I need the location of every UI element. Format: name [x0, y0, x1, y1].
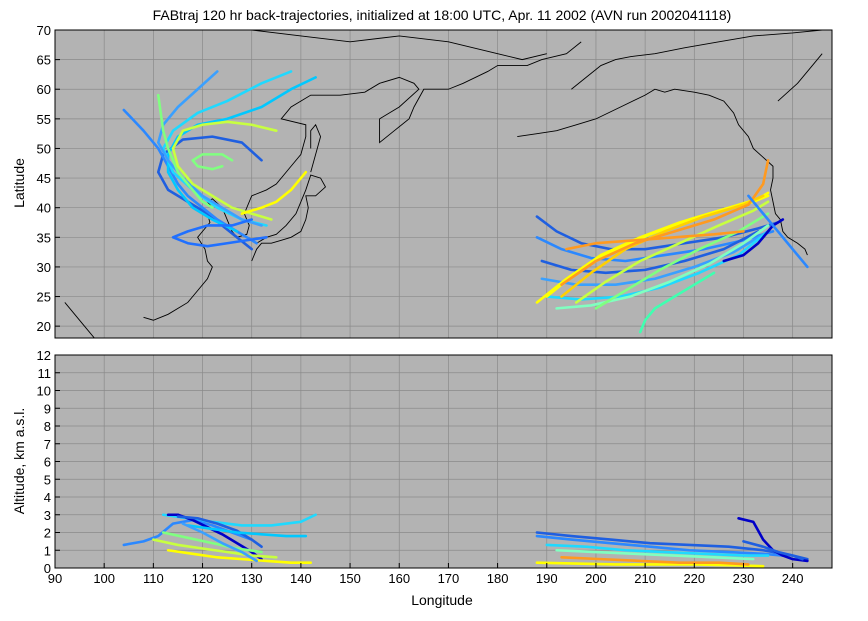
- y-tick-label: 70: [37, 23, 51, 38]
- x-tick-label: 170: [438, 571, 460, 586]
- coastline: [251, 174, 327, 262]
- y-tick-label: 7: [44, 437, 51, 452]
- y-tick-label: 12: [37, 348, 51, 363]
- y-tick-label: 2: [44, 526, 51, 541]
- trajectory-line: [186, 524, 308, 538]
- trajectory-line: [156, 135, 263, 251]
- trajectory-line: [535, 561, 765, 568]
- coastline: [517, 118, 597, 138]
- trajectory-line: [161, 531, 263, 554]
- x-tick-label: 140: [290, 571, 312, 586]
- x-tick-label: 240: [782, 571, 804, 586]
- y-tick-label: 11: [38, 366, 52, 381]
- coastline: [64, 302, 95, 338]
- y-tick-label: 9: [44, 401, 51, 416]
- trajectory-line: [156, 70, 263, 227]
- trajectory-line: [545, 543, 770, 557]
- x-tick-label: 90: [48, 571, 62, 586]
- y-tick-label: 10: [37, 384, 51, 399]
- y-tick-label: 25: [37, 290, 51, 305]
- top-y-axis-label: Latitude: [11, 158, 27, 208]
- plot-frame: [54, 29, 833, 339]
- trajectory-line: [747, 194, 809, 269]
- y-tick-label: 8: [44, 419, 51, 434]
- x-tick-label: 180: [487, 571, 509, 586]
- coastline: [777, 53, 823, 102]
- trajectory-line: [166, 76, 317, 233]
- coastline: [212, 30, 547, 61]
- y-tick-label: 0: [44, 561, 51, 576]
- trajectory-line: [171, 218, 268, 248]
- trajectory-line: [240, 170, 308, 215]
- trajectory-line: [166, 548, 313, 564]
- trajectory-line: [161, 70, 293, 227]
- trajectory-line: [540, 230, 760, 275]
- x-tick-label: 230: [733, 571, 755, 586]
- chart-title: FABtraj 120 hr back-trajectories, initia…: [153, 7, 732, 23]
- trajectory-line: [722, 218, 785, 263]
- trajectory-line: [742, 540, 804, 561]
- y-tick-label: 55: [37, 112, 51, 127]
- plot-area: [122, 513, 809, 568]
- y-tick-label: 20: [37, 319, 51, 334]
- coastline: [571, 30, 823, 90]
- x-tick-label: 120: [192, 571, 214, 586]
- trajectory-line: [156, 93, 214, 209]
- trajectory-line: [560, 159, 770, 286]
- y-tick-label: 45: [37, 171, 51, 186]
- y-tick-label: 3: [44, 508, 51, 523]
- trajectory-line: [152, 538, 278, 559]
- x-tick-label: 190: [536, 571, 558, 586]
- trajectory-line: [574, 200, 770, 304]
- trajectory-line: [565, 230, 745, 251]
- y-tick-label: 60: [37, 82, 51, 97]
- trajectory-line: [638, 271, 716, 334]
- trajectory-line: [594, 212, 770, 310]
- trajectory-line: [555, 224, 770, 310]
- x-tick-label: 150: [339, 571, 361, 586]
- coastline: [310, 123, 322, 173]
- trajectory-line: [555, 548, 755, 561]
- y-tick-label: 4: [44, 490, 51, 505]
- coastline: [595, 88, 808, 256]
- bottom-y-axis-label: Altitude, km a.s.l.: [11, 408, 27, 515]
- trajectory-line: [181, 522, 258, 563]
- x-tick-label: 100: [93, 571, 115, 586]
- y-tick-label: 30: [37, 260, 51, 275]
- coastline: [143, 213, 213, 321]
- y-tick-label: 65: [37, 53, 51, 68]
- y-tick-label: 6: [44, 455, 51, 470]
- x-axis-label: Longitude: [411, 592, 473, 608]
- trajectory-line: [560, 194, 765, 298]
- plot-background: [55, 30, 832, 338]
- trajectory-line: [171, 120, 278, 221]
- trajectory-line: [560, 556, 750, 566]
- y-tick-label: 1: [44, 543, 51, 558]
- x-tick-label: 160: [388, 571, 410, 586]
- x-tick-label: 200: [585, 571, 607, 586]
- x-tick-label: 220: [683, 571, 705, 586]
- y-tick-label: 5: [44, 472, 51, 487]
- trajectory-line: [535, 215, 780, 251]
- trajectory-line: [535, 534, 785, 557]
- y-tick-label: 35: [37, 230, 51, 245]
- x-tick-label: 210: [634, 571, 656, 586]
- map-panel: 20 25 30 35 40 45 50 55 60 65 70: [37, 23, 833, 339]
- x-tick-label: 130: [241, 571, 263, 586]
- y-tick-label: 50: [37, 141, 51, 156]
- x-tick-label: 110: [143, 571, 164, 586]
- trajectory-line: [176, 515, 263, 549]
- y-tick-label: 40: [37, 201, 51, 216]
- plot-area: [64, 30, 823, 338]
- trajectory-line: [191, 153, 234, 171]
